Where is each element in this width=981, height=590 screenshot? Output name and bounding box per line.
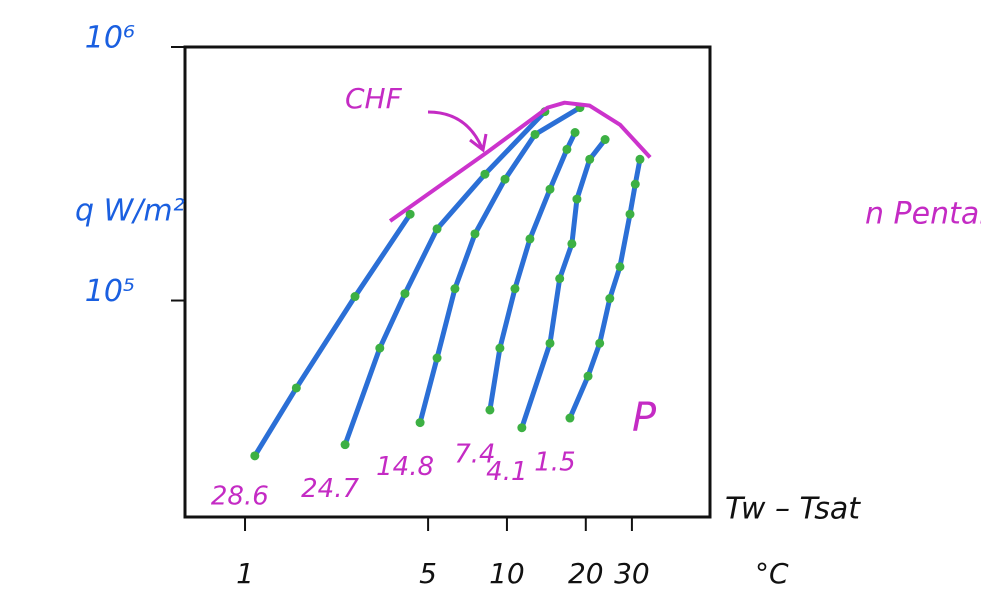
x-tick-label: 5 [419, 557, 437, 590]
plot-frame [185, 47, 710, 517]
data-point [601, 135, 610, 144]
data-point [525, 234, 534, 243]
data-point [545, 339, 554, 348]
series-label: 14.8 [376, 452, 434, 482]
data-point [631, 180, 640, 189]
data-point [351, 292, 360, 301]
data-point [416, 418, 425, 427]
data-point [545, 185, 554, 194]
data-point [433, 354, 442, 363]
chf-line [390, 103, 650, 221]
page: {"chart_data": { "type": "line", "x_log"… [0, 0, 981, 590]
data-point [485, 405, 494, 414]
data-point [292, 383, 301, 392]
series-title: P [632, 395, 657, 441]
data-point [517, 423, 526, 432]
data-point [615, 262, 624, 271]
data-point [500, 175, 509, 184]
data-point [605, 294, 614, 303]
data-point [562, 145, 571, 154]
data-point [450, 284, 459, 293]
data-point [555, 274, 564, 283]
data-point [626, 210, 635, 219]
data-point [572, 195, 581, 204]
data-point [565, 414, 574, 423]
annotation: n Pentane [865, 197, 981, 232]
data-point [531, 130, 540, 139]
data-point [375, 344, 384, 353]
data-point [480, 170, 489, 179]
data-point [510, 284, 519, 293]
series-label: 28.6 [211, 482, 269, 512]
data-point [433, 224, 442, 233]
chf-arrow [428, 112, 486, 150]
data-point [495, 344, 504, 353]
x-axis-label: Tw – Tsat [725, 492, 861, 527]
y-tick-label: 10⁵ [85, 274, 135, 309]
series-label: 24.7 [301, 474, 359, 504]
data-point [571, 128, 580, 137]
x-tick-label: 30 [614, 557, 650, 590]
data-point [400, 289, 409, 298]
chart: q W/m² n Pentane P Tw – Tsat °C CHF 1 5 10… [0, 0, 981, 590]
x-tick-label: 10 [489, 557, 525, 590]
data-point [595, 339, 604, 348]
x-axis-unit: °C [755, 557, 789, 590]
data-point [585, 155, 594, 164]
data-point [584, 372, 593, 381]
series-label: 4.1 [486, 457, 527, 487]
y-tick-label: 10⁶ [85, 21, 135, 56]
data-point [341, 440, 350, 449]
data-point [567, 239, 576, 248]
data-point [470, 229, 479, 238]
y-axis-label: q W/m² [75, 194, 185, 229]
x-tick-label: 20 [568, 557, 604, 590]
x-tick-label: 1 [236, 557, 254, 590]
series-label: 1.5 [534, 448, 575, 478]
series-line [522, 140, 605, 428]
data-point [250, 451, 259, 460]
chf-label: CHF [345, 82, 403, 115]
data-point [635, 155, 644, 164]
